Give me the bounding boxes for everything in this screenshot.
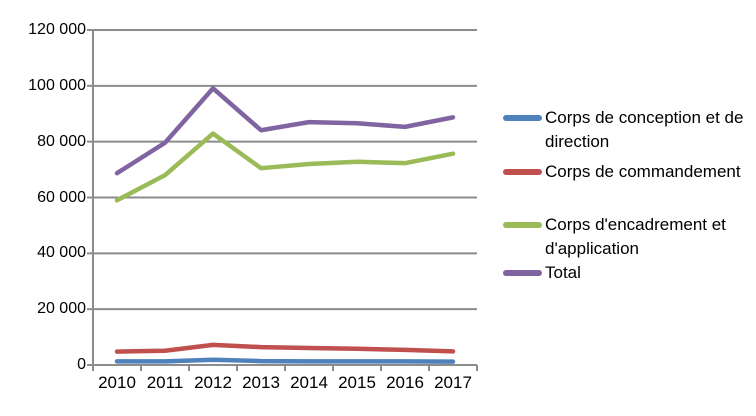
legend: Corps de conception et de direction Corp… xyxy=(503,0,756,416)
x-axis-tick-label: 2015 xyxy=(338,373,376,392)
x-axis-tick-label: 2017 xyxy=(434,373,472,392)
y-axis-tick-label: 80 000 xyxy=(37,132,86,150)
y-axis-tick-label: 120 000 xyxy=(28,21,86,38)
x-axis-tick-label: 2010 xyxy=(98,373,136,392)
legend-swatch-red xyxy=(503,169,542,175)
y-axis-tick-label: 60 000 xyxy=(37,188,86,206)
y-axis-tick-label: 40 000 xyxy=(37,244,86,262)
legend-item: Corps de conception et de direction xyxy=(503,106,756,154)
legend-item: Corps d'encadrement et d'application xyxy=(503,213,756,261)
legend-swatch-blue xyxy=(503,115,542,121)
legend-item: Total xyxy=(503,261,756,285)
legend-swatch-green xyxy=(503,222,542,228)
legend-swatch-purple xyxy=(503,270,542,276)
x-axis-tick-label: 2013 xyxy=(242,373,280,392)
y-axis-tick-label: 20 000 xyxy=(37,300,86,318)
x-axis-tick-label: 2011 xyxy=(146,373,184,392)
legend-label: Total xyxy=(545,263,581,282)
x-axis-tick-label: 2016 xyxy=(386,373,424,392)
series-line-corps-de-commandement xyxy=(114,342,456,354)
legend-item: Corps de commandement xyxy=(503,160,756,184)
legend-label: Corps de commandement xyxy=(545,162,741,181)
series-line-total xyxy=(114,86,456,176)
legend-label: Corps de conception et de direction xyxy=(545,108,744,151)
legend-label: Corps d'encadrement et d'application xyxy=(545,215,726,258)
x-axis-tick-label: 2014 xyxy=(290,373,328,392)
series-line-corps-de-conception-et-de-direction xyxy=(114,357,456,364)
x-axis-tick-label: 2012 xyxy=(194,373,232,392)
series-line-corps-d-encadrement-et-d-application xyxy=(114,131,456,203)
y-axis-tick-label: 0 xyxy=(77,356,86,373)
y-axis-tick-label: 100 000 xyxy=(28,76,86,94)
